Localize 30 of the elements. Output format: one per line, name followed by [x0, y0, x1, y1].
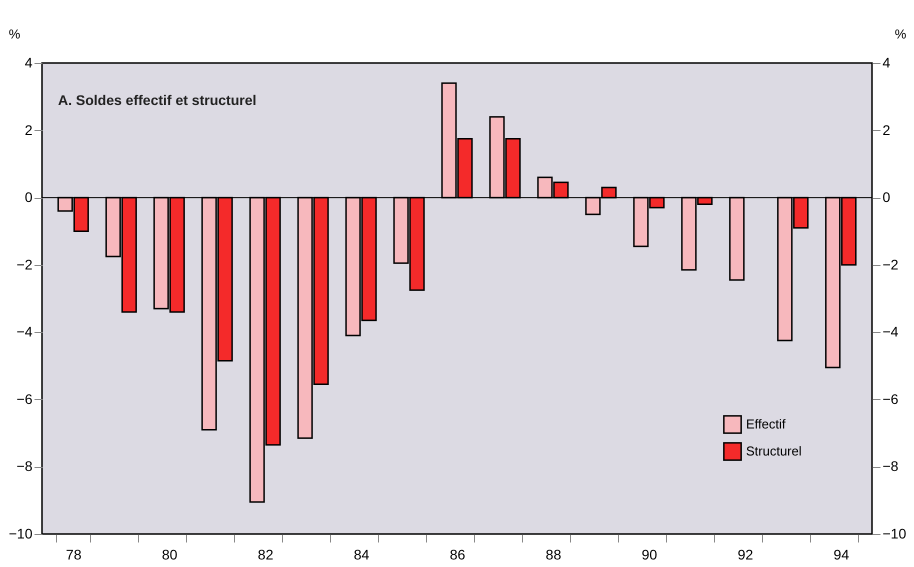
y-tick-label: 0 — [24, 189, 33, 206]
legend-label: Effectif — [746, 416, 786, 432]
y2-tick-label: −2 — [882, 256, 899, 272]
y2-tick-label: 2 — [882, 122, 890, 138]
y-tick-label: −10 — [8, 526, 33, 542]
y-tick-label: −8 — [16, 458, 33, 474]
x-tick-label: 94 — [834, 546, 850, 562]
x-tick-label: 92 — [738, 546, 754, 562]
y2-axis-title: % — [894, 26, 907, 42]
legend-label: Structurel — [746, 444, 802, 458]
y2-tick-label: −4 — [882, 324, 899, 340]
x-tick-label: 82 — [258, 546, 274, 562]
y2-tick-label: −10 — [882, 526, 906, 542]
y-axis-title: % — [8, 26, 21, 42]
x-tick-label: 90 — [642, 546, 658, 562]
y2-tick-label: −6 — [882, 390, 899, 407]
text: A. Soldes effectif et structurel — [58, 92, 256, 108]
y-tick-label: 4 — [24, 54, 33, 70]
y-tick-label: 2 — [24, 122, 33, 138]
x-tick-label: 86 — [450, 546, 466, 562]
y2-tick-label: −8 — [882, 458, 899, 474]
y-tick-label: −2 — [16, 256, 33, 272]
x-tick-label: 88 — [546, 546, 562, 562]
x-tick-label: 80 — [162, 546, 178, 562]
y2-tick-label: 4 — [882, 54, 890, 70]
y-tick-label: −6 — [16, 390, 33, 407]
x-tick-label: 84 — [354, 546, 370, 562]
y-tick-label: −4 — [16, 324, 33, 340]
y2-tick-label: 0 — [882, 189, 890, 206]
x-tick-label: 78 — [66, 546, 82, 562]
